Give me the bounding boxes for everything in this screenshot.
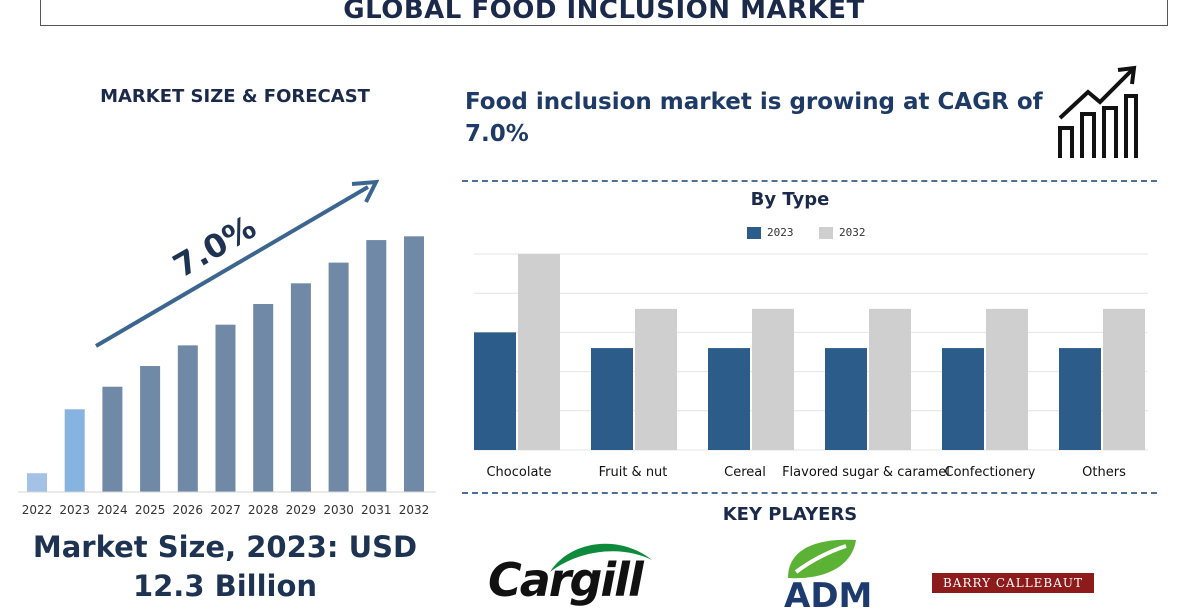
bar-2028 <box>253 304 274 492</box>
cargill-leaf-logo <box>550 543 652 572</box>
bar-2023-others <box>1059 348 1101 450</box>
category-label: Others <box>1082 465 1126 480</box>
key-players-title: KEY PLAYERS <box>722 504 858 525</box>
category-label: Confectionery <box>945 465 1036 480</box>
tick-label-2024: 2024 <box>97 503 128 517</box>
cargill-logo-text: Cargill <box>488 553 644 607</box>
bar-2032-chocolate <box>518 254 560 450</box>
tick-label-2023: 2023 <box>59 503 90 517</box>
legend-2032: 2032 <box>819 226 866 239</box>
cagr-annotation: 7.0% <box>167 208 263 285</box>
tick-label-2029: 2029 <box>286 503 317 517</box>
category-label: Flavored sugar & caramel <box>782 465 950 480</box>
tick-label-2025: 2025 <box>135 503 166 517</box>
bar-2030 <box>328 262 349 492</box>
trend-arrow <box>94 179 380 348</box>
bar-2024 <box>102 386 123 492</box>
bar-2023-cereal <box>708 348 750 450</box>
bar-2025 <box>140 366 161 492</box>
cagr-statement: Food inclusion market is growing at CAGR… <box>465 89 1043 147</box>
legend-swatch-2032 <box>819 227 833 239</box>
title-banner: GLOBAL FOOD INCLUSION MARKET <box>40 0 1168 26</box>
legend-label-2032: 2032 <box>839 226 866 239</box>
page-title: GLOBAL FOOD INCLUSION MARKET <box>343 0 865 25</box>
barry-callebaut-logo: BARRY CALLEBAUT <box>932 573 1094 593</box>
trend-arrow-head <box>351 179 380 203</box>
by-type-title: By Type <box>750 189 830 210</box>
bar-2031 <box>366 240 387 492</box>
market-size-text: Market Size, 2023: USD 12.3 Billion <box>32 530 418 603</box>
bar-2026 <box>177 345 198 492</box>
bar-2023-chocolate <box>474 332 516 450</box>
category-label: Chocolate <box>486 465 551 480</box>
bar-2023-confectionery <box>942 348 984 450</box>
adm-logo-text: ADM <box>784 576 873 616</box>
bar-2029 <box>290 283 311 492</box>
bar-2022 <box>27 473 47 492</box>
divider-top <box>462 180 1157 182</box>
legend-2023: 2023 <box>747 226 794 239</box>
bar-2023-fruit-nut <box>591 348 633 450</box>
category-label: Fruit & nut <box>599 465 668 480</box>
bar-2027 <box>215 324 236 492</box>
bar-2032-fruit-nut <box>635 308 677 450</box>
trend-arrow-line <box>94 185 370 348</box>
bar-2023-flavored-sugar-caramel <box>825 348 867 450</box>
tick-label-2026: 2026 <box>173 503 204 517</box>
by-type-chart: Chocolate Fruit & nut Cereal Flavored sugar… <box>474 253 1148 480</box>
tick-label-2028: 2028 <box>248 503 279 517</box>
tick-label-2031: 2031 <box>361 503 392 517</box>
tick-label-2022: 2022 <box>22 503 53 517</box>
market-size-heading: MARKET SIZE & FORECAST <box>100 86 370 107</box>
bar-2023 <box>64 409 85 492</box>
adm-leaf-logo <box>788 539 856 579</box>
tick-label-2027: 2027 <box>210 503 241 517</box>
growth-bar-chart-icon <box>1058 65 1138 158</box>
bar-2032-others <box>1103 308 1145 450</box>
tick-label-2030: 2030 <box>323 503 354 517</box>
bar-2032-confectionery <box>986 308 1028 450</box>
tick-label-2032: 2032 <box>399 503 430 517</box>
legend-swatch-2023 <box>747 227 761 239</box>
bar-2032 <box>404 236 424 492</box>
legend-label-2023: 2023 <box>767 226 794 239</box>
category-label: Cereal <box>724 465 766 480</box>
market-size-chart: 2022 2023 2024 2025 2026 2027 2028 2029 2030 2031… <box>18 179 436 517</box>
bar-2032-cereal <box>752 308 794 450</box>
bar-2032-flavored-sugar-caramel <box>869 308 911 450</box>
divider-bottom <box>462 492 1157 494</box>
